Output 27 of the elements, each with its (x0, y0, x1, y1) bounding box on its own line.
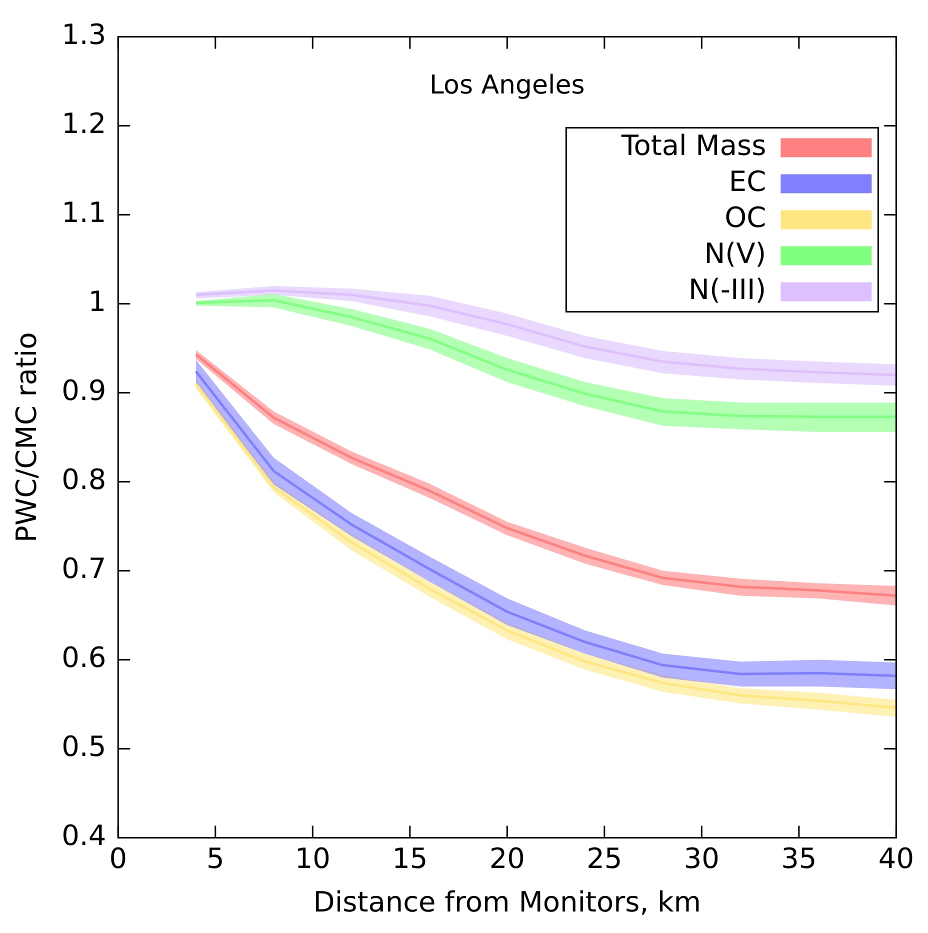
x-axis-title: Distance from Monitors, km (313, 885, 702, 918)
y-tick-label: 0.7 (62, 552, 106, 586)
x-tick-label: 40 (878, 842, 914, 875)
legend-label: OC (724, 201, 766, 234)
x-tick-label: 35 (781, 842, 817, 875)
x-tick-label: 0 (109, 842, 128, 875)
y-tick-label: 1 (88, 285, 106, 318)
y-tick-label: 0.8 (62, 463, 106, 496)
x-tick-label: 15 (392, 842, 428, 875)
x-tick-label: 10 (294, 842, 330, 875)
y-tick-label: 0.6 (62, 641, 106, 674)
y-tick-label: 0.4 (62, 819, 106, 852)
x-tick-label: 25 (586, 842, 622, 875)
x-tick-label: 20 (489, 842, 525, 875)
y-tick-label: 1.3 (62, 18, 106, 52)
y-tick-label: 0.9 (62, 374, 106, 408)
legend-label: N(-III) (688, 273, 766, 306)
x-tick-label: 30 (684, 842, 720, 875)
text: Los Angeles (430, 70, 585, 101)
y-tick-label: 0.5 (62, 730, 106, 764)
y-tick-label: 1.2 (62, 107, 106, 140)
legend-label: N(V) (704, 237, 766, 270)
x-tick-label: 5 (206, 842, 224, 875)
y-axis-title: PWC/CMC ratio (10, 332, 44, 542)
legend-label: EC (728, 165, 766, 198)
y-tick-label: 1.1 (62, 196, 106, 230)
legend-label: Total Mass (620, 129, 766, 162)
